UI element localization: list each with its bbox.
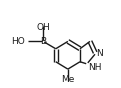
Text: B: B [40,37,46,46]
Text: NH: NH [88,63,101,72]
Text: N: N [96,49,103,58]
Text: HO: HO [11,37,25,46]
Text: OH: OH [36,23,50,32]
Text: Me: Me [61,75,75,84]
